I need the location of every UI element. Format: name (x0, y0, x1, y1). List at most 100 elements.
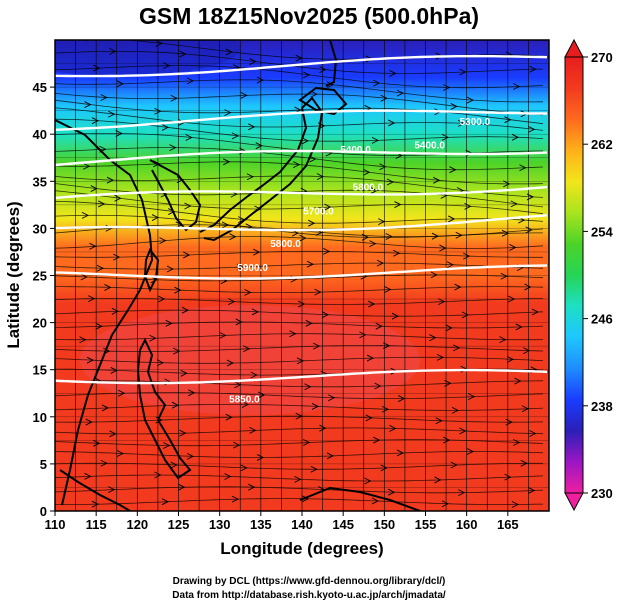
streamline-arrow (459, 427, 467, 435)
streamline-arrow (523, 347, 531, 355)
streamline-arrow (381, 405, 390, 413)
y-axis-ticks: 0 5 10 15 20 25 30 35 40 45 (33, 80, 55, 519)
streamline-arrow (299, 234, 307, 242)
streamline-arrow (93, 439, 101, 447)
streamline (55, 250, 543, 258)
streamline (55, 274, 544, 282)
x-axis-label: Longitude (degrees) (220, 539, 383, 558)
streamline-arrow (373, 79, 381, 87)
streamline-arrow (451, 406, 460, 414)
streamline-arrow (246, 173, 255, 181)
streamline-arrow (240, 464, 248, 472)
credit-data: Data from http://database.rish.kyoto-u.a… (172, 590, 446, 601)
streamline-arrow (96, 264, 105, 272)
streamline-arrow (155, 416, 163, 424)
streamline-arrow (236, 263, 245, 271)
coastline-taiwan (143, 248, 160, 293)
y-tick-label: 45 (33, 80, 47, 95)
streamline (55, 99, 544, 125)
streamline-arrow (180, 369, 188, 377)
streamline-arrow (369, 240, 377, 248)
streamline-arrow (389, 70, 397, 77)
contour-line (55, 149, 548, 167)
streamline-arrow (520, 459, 528, 467)
streamline-arrow (436, 353, 445, 361)
x-axis-ticks: 110 115 120 125 130 135 140 145 150 155 160 165 (45, 511, 519, 532)
streamline-arrow (309, 155, 317, 163)
streamline-arrow (93, 64, 101, 72)
streamline-arrow (86, 356, 95, 364)
streamline-arrow (433, 176, 441, 184)
streamline (55, 214, 543, 238)
streamline-arrow (529, 430, 537, 437)
streamline-arrow (388, 119, 396, 127)
streamline-arrow (376, 259, 385, 267)
streamline-arrow (84, 472, 92, 480)
streamline-arrow (114, 194, 122, 202)
streamline (55, 486, 544, 494)
streamline (55, 404, 544, 411)
streamline-arrow (368, 300, 376, 308)
streamline-arrow (249, 58, 257, 65)
streamline-arrow (303, 439, 311, 446)
streamline-arrow (326, 81, 335, 89)
streamline-arrow (445, 324, 453, 332)
streamline-arrow (149, 334, 157, 342)
coastline-japan (199, 96, 324, 242)
coastline-borneo (59, 469, 131, 511)
streamline-arrow (106, 176, 115, 184)
colorbar: 270 262 254 246 238 230 (564, 38, 613, 512)
streamline-arrow (370, 187, 378, 194)
streamline-arrow (394, 201, 402, 208)
streamline-arrow (229, 233, 237, 241)
streamline-arrow (100, 94, 108, 101)
streamline (55, 286, 544, 293)
streamline-arrow (525, 226, 533, 234)
streamline-arrow (81, 211, 90, 219)
streamline-arrow (458, 119, 466, 127)
x-tick-label: 150 (373, 517, 395, 532)
streamline-arrow (504, 116, 512, 124)
streamline-arrow (104, 284, 112, 291)
colorbar-bottom-arrow (564, 492, 584, 512)
streamline-arrow (249, 427, 257, 434)
streamline-arrow (250, 371, 258, 379)
streamline-arrow (443, 436, 451, 444)
credit-drawing: Drawing by DCL (https://www.gfd-dennou.o… (173, 576, 446, 587)
streamline-arrow (224, 109, 232, 117)
streamline-arrow (359, 331, 367, 339)
streamline-arrow (371, 497, 380, 505)
streamline-arrow (441, 500, 450, 508)
streamline-arrow (434, 476, 442, 484)
streamline-arrow (361, 233, 370, 241)
x-tick-label: 165 (497, 517, 519, 532)
streamline-arrow (111, 307, 120, 315)
streamline-arrow (88, 295, 96, 302)
streamline (55, 474, 544, 482)
streamline-arrow (435, 417, 443, 425)
streamline-arrow (293, 161, 301, 169)
colorbar-tick-label: 238 (591, 399, 613, 414)
streamline-arrow (163, 62, 171, 70)
streamline-arrow (464, 202, 472, 210)
streamline-arrow (458, 489, 466, 497)
streamline (55, 415, 544, 423)
streamline-arrow (328, 394, 336, 402)
streamline-arrow (366, 354, 375, 362)
streamline-arrow (173, 347, 181, 355)
contour-line (55, 109, 548, 131)
colorbar-tick-label: 262 (591, 137, 613, 152)
coastline-new-guinea (299, 486, 421, 511)
streamline-arrow (116, 80, 125, 88)
streamline-arrow (380, 94, 388, 102)
streamline-arrow (450, 103, 458, 110)
streamline-arrow (221, 221, 230, 229)
streamline (55, 451, 544, 458)
streamline-arrow (468, 393, 476, 401)
x-tick-label: 130 (209, 517, 231, 532)
streamline-arrow (179, 429, 187, 437)
streamline-arrow (499, 336, 507, 344)
x-tick-label: 115 (86, 517, 107, 532)
streamline-arrow (255, 142, 263, 150)
